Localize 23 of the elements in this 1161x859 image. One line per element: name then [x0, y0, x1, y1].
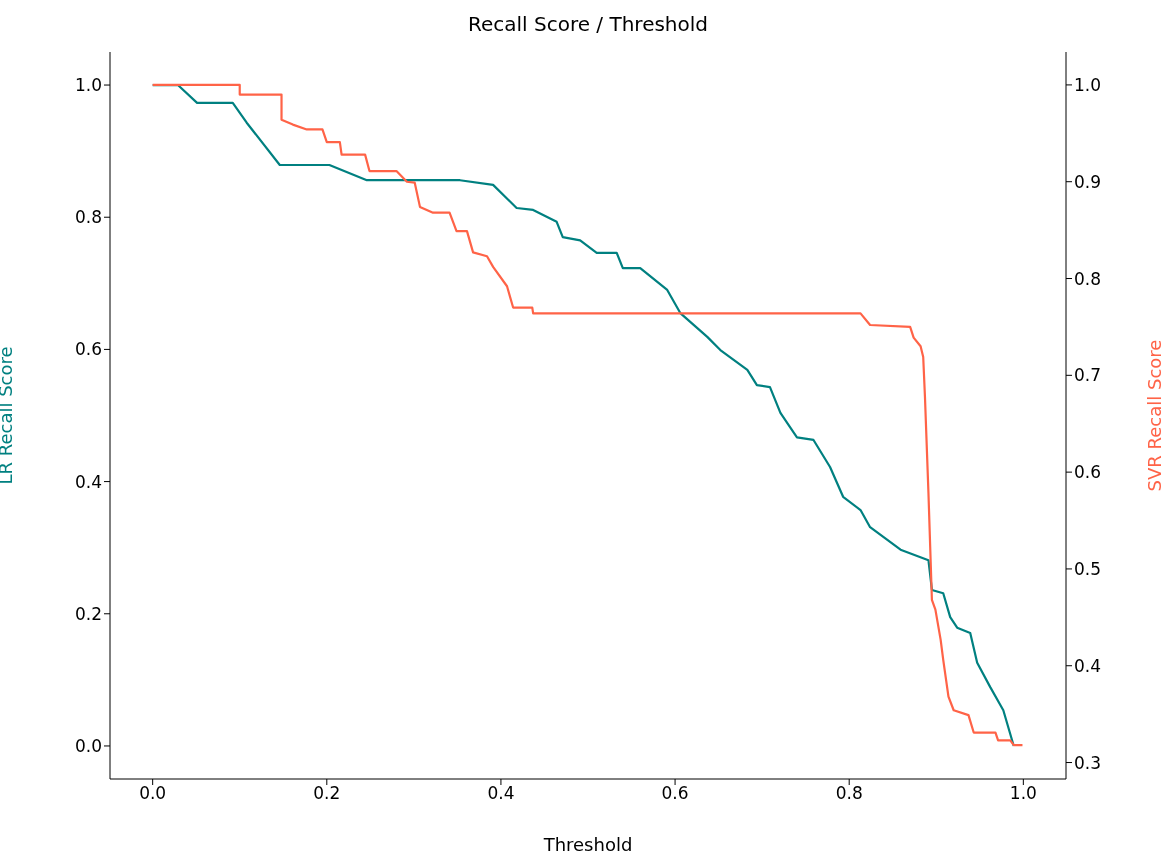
y2-tick-label: 0.7 [1074, 365, 1102, 386]
y-tick-label: 0.0 [74, 735, 102, 756]
x-tick-label: 0.6 [661, 783, 689, 804]
y2-tick-label: 1.0 [1074, 74, 1102, 95]
x-tick-label: 0.0 [139, 783, 167, 804]
x-tick-label: 0.4 [487, 783, 515, 804]
x-axis-title: Threshold [542, 834, 633, 855]
y2-tick-label: 0.3 [1074, 752, 1102, 773]
y-tick-label: 0.2 [74, 603, 102, 624]
y2-tick-label: 0.6 [1074, 462, 1102, 483]
y2-tick-label: 0.4 [1074, 655, 1102, 676]
y-tick-label: 1.0 [74, 75, 102, 96]
y-tick-label: 0.8 [74, 207, 102, 228]
y2-tick-label: 0.9 [1074, 171, 1102, 192]
y-tick-label: 0.4 [74, 471, 102, 492]
x-tick-label: 0.2 [313, 783, 341, 804]
x-tick-label: 1.0 [1009, 783, 1037, 804]
x-tick-label: 0.8 [835, 783, 863, 804]
y2-axis-title: SVR Recall Score [1144, 339, 1161, 492]
y2-tick-label: 0.5 [1074, 558, 1102, 579]
y-tick-label: 0.6 [74, 339, 102, 360]
y2-tick-label: 0.8 [1074, 268, 1102, 289]
chart-title: Recall Score / Threshold [466, 12, 710, 36]
